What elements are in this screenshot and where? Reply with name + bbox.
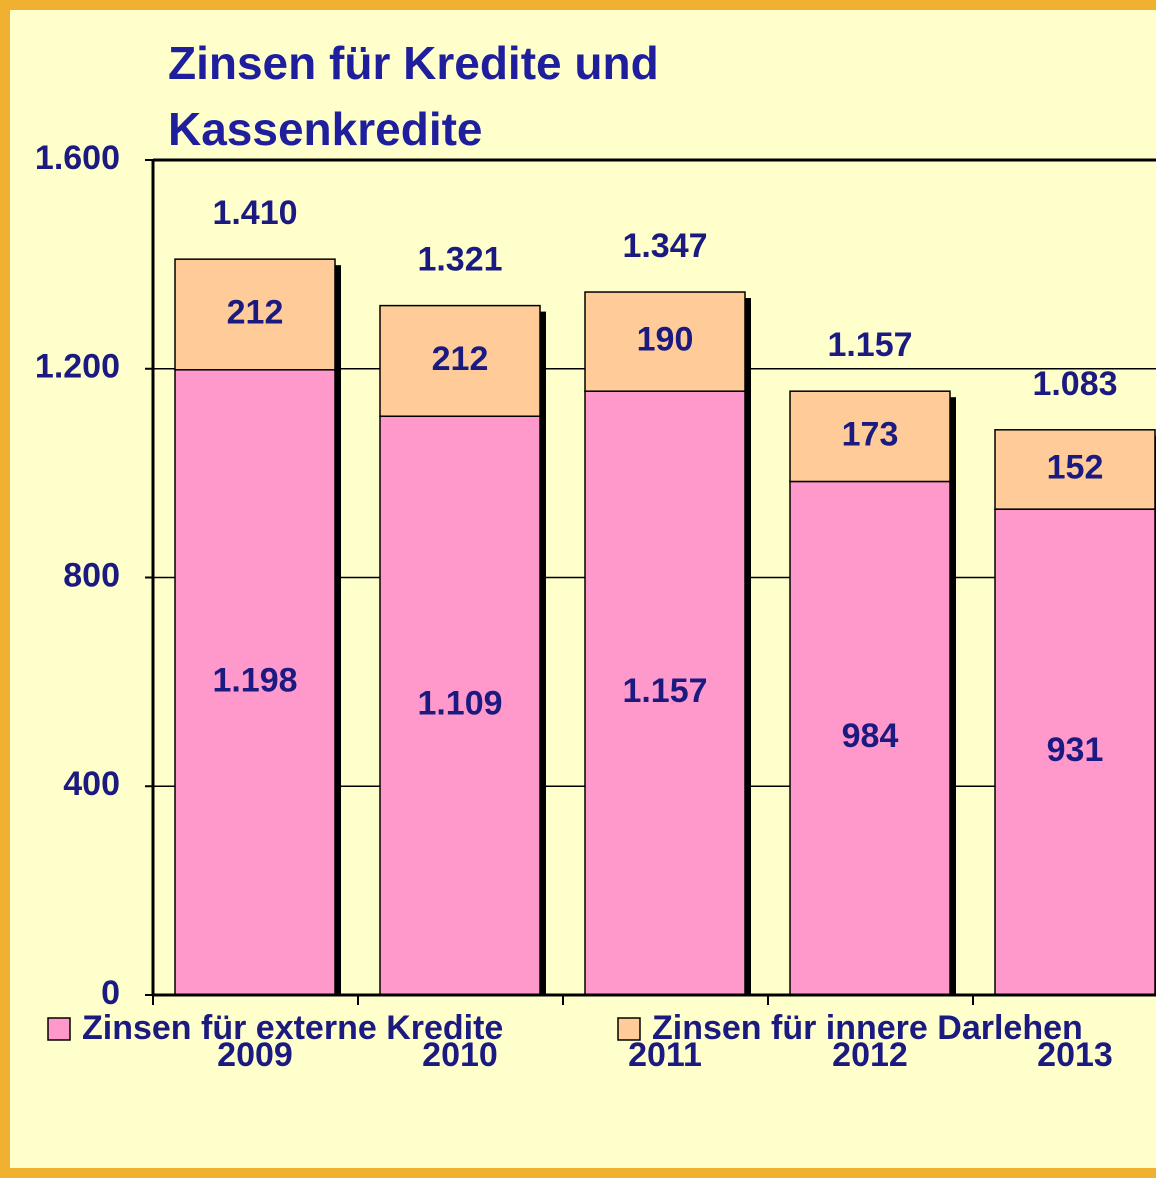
bar-segment	[994, 508, 1156, 996]
value-label: 984	[842, 717, 899, 755]
x-tick-label: 2011	[628, 1036, 702, 1074]
legend-swatch	[47, 1017, 71, 1041]
legend-swatch	[617, 1017, 641, 1041]
y-tick-label: 400	[63, 765, 120, 803]
chart-title: Zinsen für Kredite und Kassenkredite	[168, 37, 659, 155]
total-label: 1.347	[622, 227, 707, 265]
y-tick-label: 800	[63, 556, 120, 594]
x-tick-label: 2012	[832, 1036, 908, 1074]
value-label: 190	[637, 321, 694, 359]
total-label: 1.157	[827, 326, 912, 364]
y-tick-label: 0	[101, 974, 120, 1012]
y-tick-label: 1.200	[35, 348, 120, 386]
x-tick-label: 2010	[422, 1036, 498, 1074]
bar-segment	[994, 429, 1156, 510]
value-label: 931	[1047, 731, 1104, 769]
total-label: 1.083	[1032, 365, 1117, 403]
value-label: 1.198	[212, 661, 297, 699]
y-tick-label: 1.600	[35, 139, 120, 177]
value-label: 212	[432, 340, 489, 378]
total-label: 1.321	[417, 241, 502, 279]
bar-segment	[789, 390, 951, 483]
bar-segment	[584, 390, 746, 996]
value-label: 1.157	[622, 672, 707, 710]
total-label: 1.410	[212, 194, 297, 232]
bar-segment	[174, 258, 336, 371]
legend-label: Zinsen für innere Darlehen	[652, 1009, 1083, 1047]
value-label: 173	[842, 415, 899, 453]
value-label: 152	[1047, 448, 1104, 486]
x-tick-label: 2013	[1037, 1036, 1113, 1074]
value-label: 1.109	[417, 685, 502, 723]
legend-label: Zinsen für externe Kredite	[82, 1009, 503, 1047]
bar-segment	[584, 291, 746, 392]
value-label: 212	[227, 293, 284, 331]
x-tick-label: 2009	[217, 1036, 293, 1074]
bar-segment	[379, 304, 541, 417]
